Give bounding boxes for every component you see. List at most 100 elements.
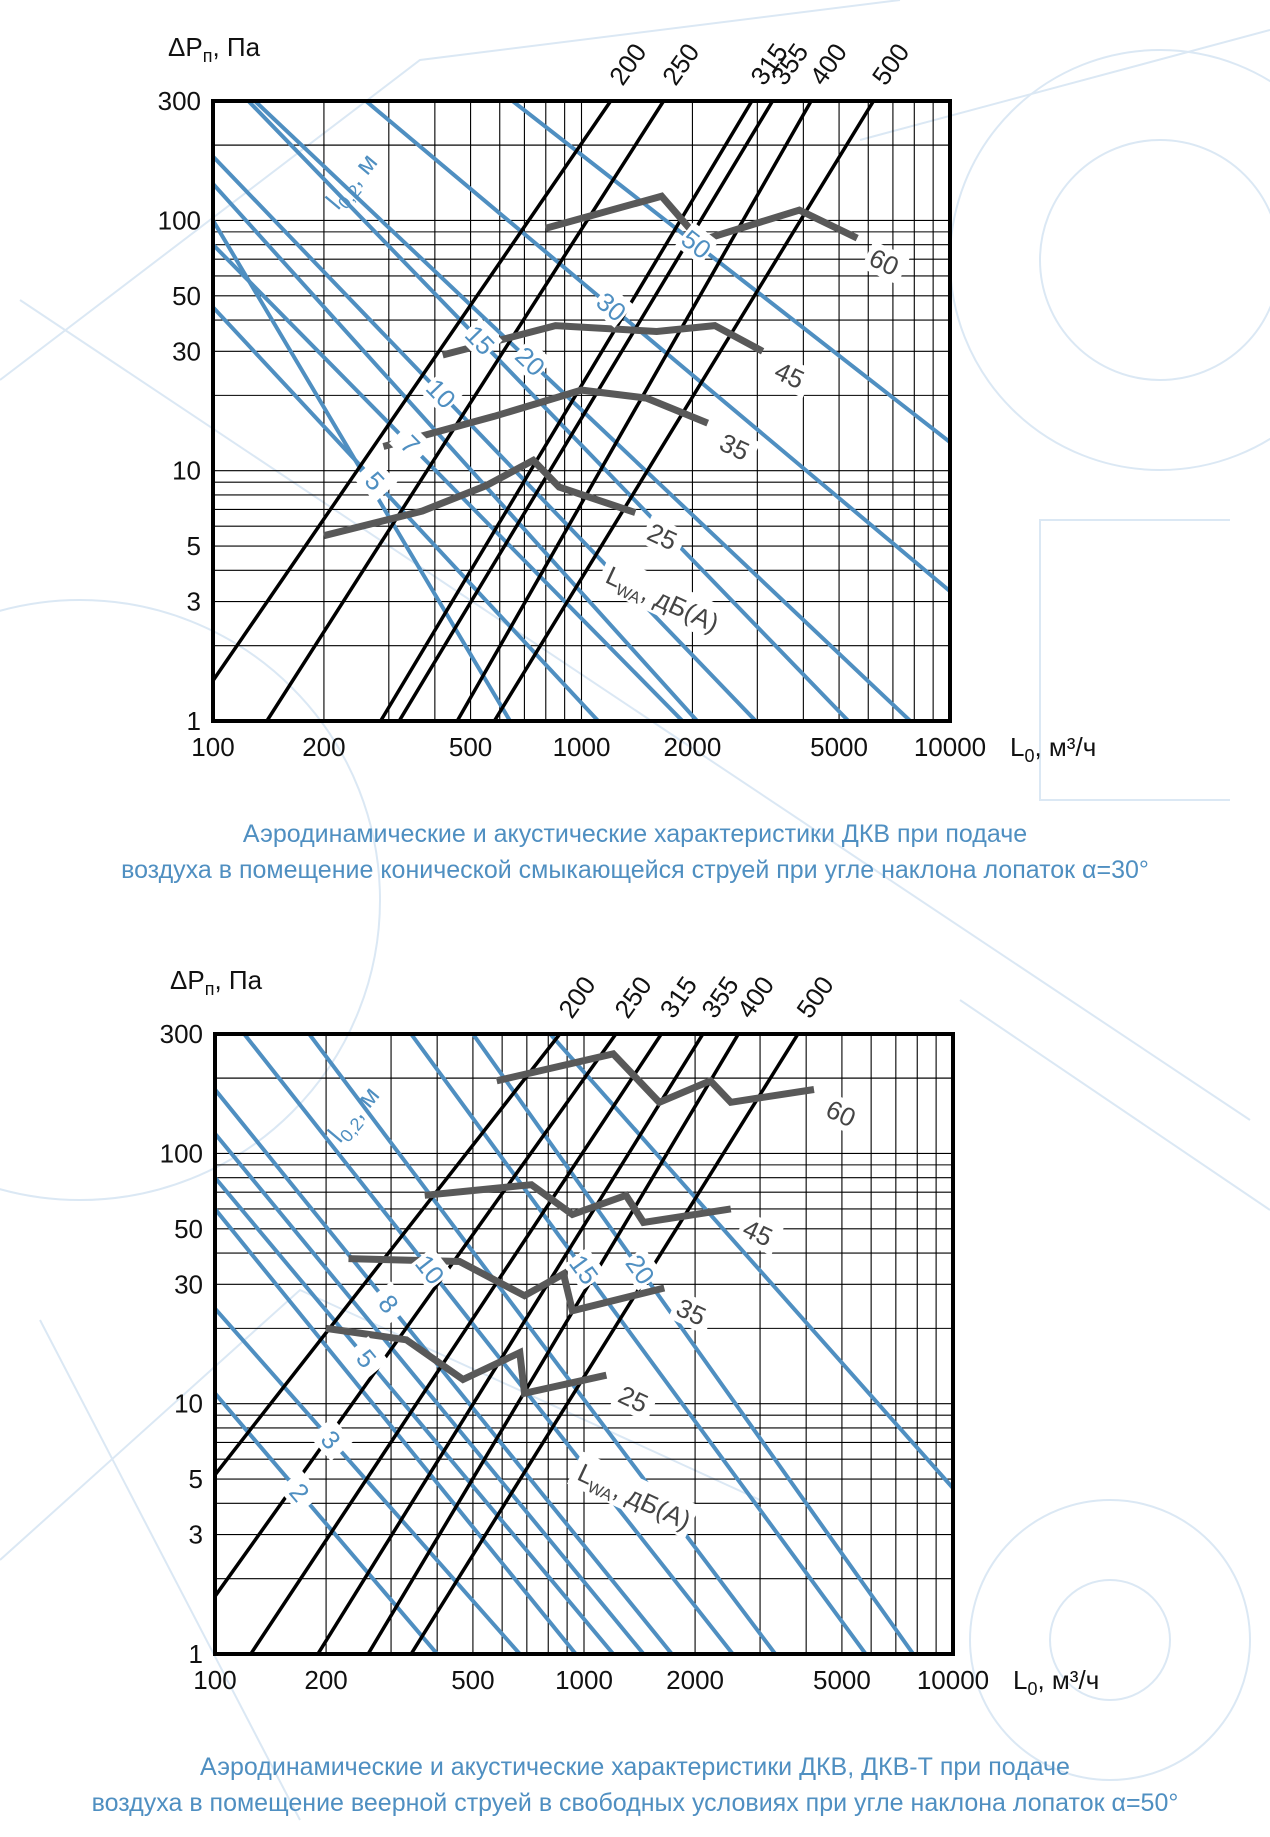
chart-2-throw-line-15: [409, 1034, 868, 1654]
chart-1-y-tick-label: 1: [187, 706, 201, 736]
chart-1-y-tick-label: 30: [172, 336, 201, 366]
chart-1-throw-line-30: [364, 101, 950, 593]
chart-1-throw-line-15: [245, 101, 850, 721]
chart-1-diameter-label-250: 250: [656, 38, 705, 91]
chart-1-caption: Аэродинамические и акустические характер…: [0, 816, 1270, 888]
chart-1-throw-label-bg: [353, 458, 398, 503]
chart-1-throw-line-50: [511, 101, 950, 444]
chart-2-caption-line-2: воздуха в помещение веерной струей в сво…: [91, 1789, 1179, 1817]
chart-1-x-tick-label: 5000: [810, 732, 868, 762]
chart-2-y-tick-label: 50: [174, 1214, 203, 1244]
chart-2-throw-title: l0,2, м: [322, 1080, 389, 1150]
chart-1-throw-line-x7: [213, 182, 699, 721]
chart-1-diameter-line-200: [213, 101, 613, 682]
chart-1-y-tick-label: 300: [158, 86, 201, 116]
chart-1-diameter-line-250: [265, 101, 666, 721]
chart-2-x-tick-label: 1000: [555, 1665, 613, 1695]
chart-1-caption-line-1: Аэродинамические и акустические характер…: [242, 820, 1028, 848]
chart-1-frame: [211, 99, 952, 723]
chart-1-diameter-line-400: [455, 101, 813, 721]
chart-2-diameter-label-250: 250: [608, 971, 657, 1024]
chart-2-x-tick-label: 100: [193, 1665, 236, 1695]
chart-1-noise-label-bg: [711, 425, 761, 470]
chart-1-y-tick-label: 100: [158, 205, 201, 235]
chart-2-throw-label-bg: [367, 1281, 412, 1326]
chart-1-throw-label-bg: [419, 370, 464, 415]
chart-2-x-tick-label: 5000: [813, 1665, 871, 1695]
chart-2-noise-lines: [325, 1049, 815, 1398]
chart-2-throw-label-bg: [619, 1247, 663, 1291]
chart-2-y-tick-label: 3: [189, 1520, 203, 1550]
chart-2-noise-line-25: [325, 1324, 608, 1398]
chart-1-noise-label-bg: [639, 515, 689, 560]
chart-1-throw-lines: [213, 101, 950, 721]
chart-1-y-tick-label: 50: [172, 281, 201, 311]
chart-2-noise-label-bg: [610, 1377, 660, 1422]
chart-2-noise-label-bg: [734, 1211, 784, 1256]
chart-2-diameter-lines: [215, 1034, 800, 1654]
chart-2-y-tick-label: 5: [189, 1464, 203, 1494]
chart-2-diameter-line-355: [316, 1034, 705, 1654]
chart-2-throw-line-x10: [548, 1034, 953, 1490]
chart-1-diameter-line-355: [397, 101, 775, 721]
chart-2-y-axis-label: ΔPп, Па: [170, 965, 263, 999]
chart-2-throw-line-x7: [215, 1207, 578, 1654]
chart-2-diameter-label-200: 200: [552, 971, 601, 1024]
chart-2-noise-label-bg: [817, 1092, 867, 1137]
chart-1-noise-label-bg: [861, 240, 910, 285]
chart-1-noise-title-bg: [595, 553, 729, 642]
chart-1-noise-line-45: [441, 322, 765, 359]
chart-2-throw-label-bg: [345, 1336, 389, 1380]
chart-2-throw-label-bg: [408, 1247, 453, 1291]
chart-2-throw-lines: [215, 1034, 953, 1654]
chart-1-x-tick-label: 2000: [664, 732, 722, 762]
chart-1-throw-label-bg: [589, 284, 634, 328]
chart-1-x-tick-label: 500: [449, 732, 492, 762]
chart-2-noise-line-60: [495, 1049, 815, 1107]
chart-2-y-tick-label: 1: [189, 1639, 203, 1669]
chart-2-diameter-label-400: 400: [731, 971, 780, 1024]
chart-2-x-tick-label: 2000: [666, 1665, 724, 1695]
chart-1-y-tick-label: 3: [187, 587, 201, 617]
chart-2-throw-label-bg: [278, 1469, 322, 1514]
chart-1-x-tick-label: 200: [302, 732, 345, 762]
chart-2-throw-line-x8: [215, 1132, 646, 1654]
chart-1-x-tick-label: 10000: [914, 732, 986, 762]
chart-1-throw-label-bg: [508, 338, 553, 383]
chart-1-diameter-line-315: [379, 101, 754, 721]
chart-1-throw-label-bg: [388, 422, 433, 466]
chart-2-x-tick-label: 10000: [917, 1665, 989, 1695]
chart-2-diameter-line-250: [215, 1034, 618, 1598]
chart-2-x-tick-label: 200: [304, 1665, 347, 1695]
chart-1-y-axis-label: ΔPп, Па: [168, 32, 261, 66]
chart-2-noise-title-bg: [566, 1451, 700, 1539]
chart-2-throw-line-3: [215, 1307, 522, 1654]
chart-2-throw-label-bg: [309, 1417, 354, 1462]
chart-2-throw-line-2: [215, 1392, 439, 1654]
chart-1-throw-label-bg: [675, 221, 719, 266]
chart-2-diameter-line-315: [249, 1034, 663, 1654]
chart-1-diameter-label-500: 500: [866, 38, 915, 91]
chart-2-diameter-line-500: [409, 1034, 800, 1654]
chart-2-y-tick-label: 30: [174, 1269, 203, 1299]
chart-1-x-tick-label: 1000: [553, 732, 611, 762]
chart-2-throw-line-x9: [307, 1034, 777, 1654]
chart-2-y-tick-label: 300: [160, 1019, 203, 1049]
chart-1-y-tick-label: 5: [187, 531, 201, 561]
chart-1-noise-label-bg: [766, 353, 816, 398]
chart-2-throw-line-10: [242, 1034, 735, 1654]
chart-1-y-tick-label: 10: [172, 456, 201, 486]
chart-2-throw-line-5: [215, 1176, 615, 1654]
chart-1-diameter-label-400: 400: [804, 38, 853, 91]
chart-2-x-axis-label: L0, м³/ч: [1013, 1665, 1099, 1699]
chart-2-y-tick-label: 10: [174, 1389, 203, 1419]
chart-2-throw-label-bg: [563, 1247, 607, 1291]
chart-2-caption: Аэродинамические и акустические характер…: [0, 1749, 1270, 1821]
chart-2-diameter-line-200: [215, 1034, 562, 1476]
chart-2-frame: [213, 1032, 955, 1656]
chart-1-x-axis-label: L0, м³/ч: [1010, 732, 1096, 766]
chart-1-throw-line-10: [213, 155, 758, 721]
chart-1-throw-line-20: [253, 101, 912, 721]
chart-1-noise-line-25: [323, 455, 637, 540]
chart-2-y-tick-label: 100: [160, 1138, 203, 1168]
